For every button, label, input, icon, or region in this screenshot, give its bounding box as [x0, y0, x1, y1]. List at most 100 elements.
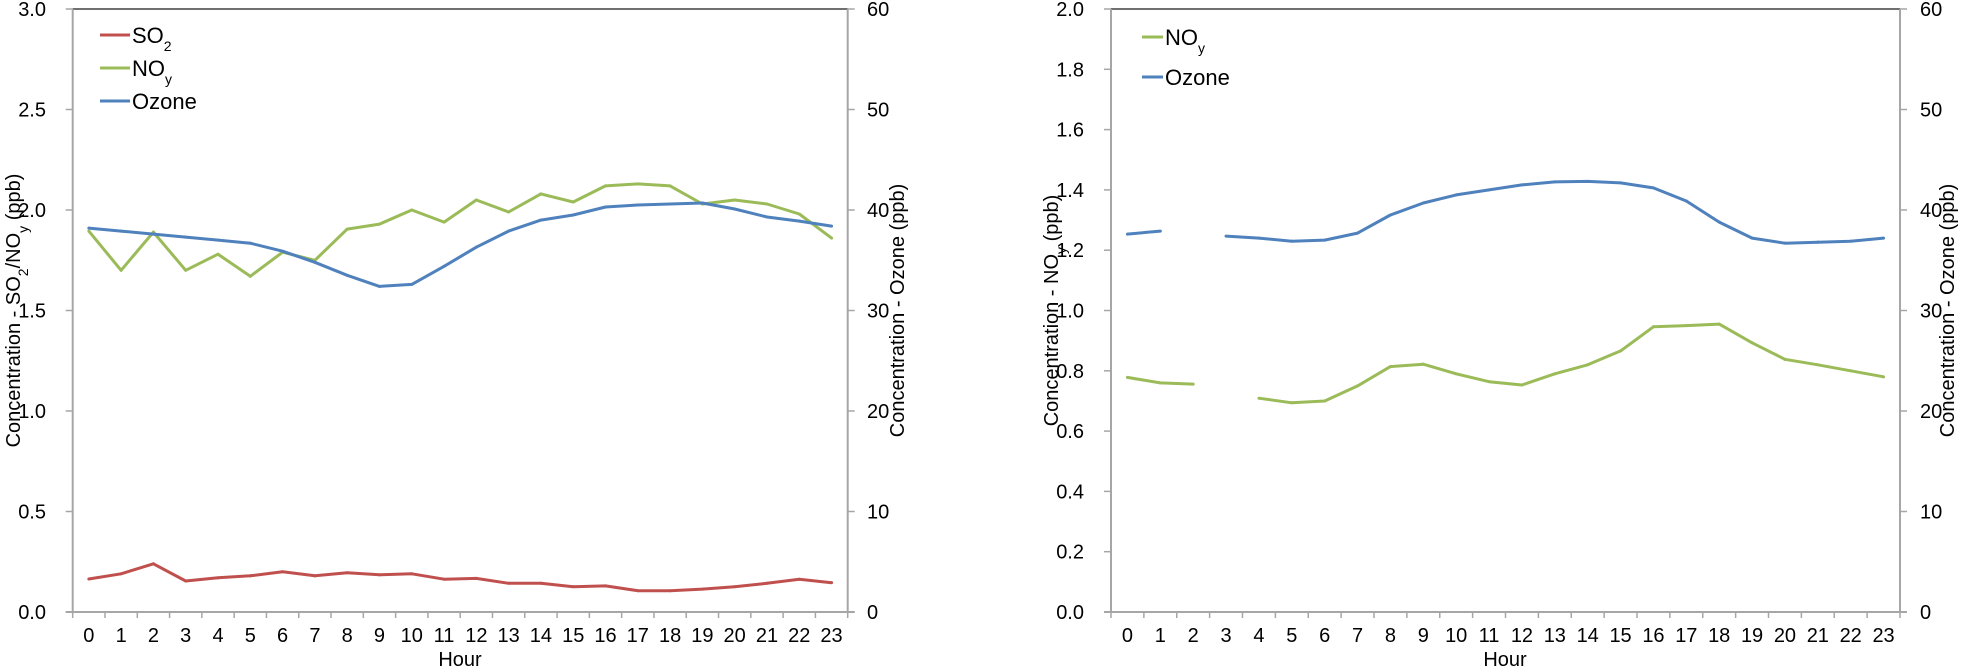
data-point-so2: [571, 585, 575, 589]
data-point-noy: [1388, 365, 1392, 369]
data-point-ozone: [507, 229, 511, 233]
x-tick-label: 12: [465, 625, 487, 647]
data-point-so2: [765, 581, 769, 585]
data-point-ozone: [248, 241, 252, 245]
x-tick-label: 15: [1609, 625, 1631, 647]
y-tick-label-left: 0.0: [18, 602, 46, 624]
x-tick-label: 8: [342, 625, 353, 647]
data-point-noy: [1158, 381, 1162, 385]
data-point-noy: [87, 229, 91, 233]
data-point-so2: [313, 574, 317, 578]
x-axis-title: Hour: [438, 649, 482, 670]
x-tick-label: 17: [1675, 625, 1697, 647]
y-axis-title-left: Concentration - SO2/NOy (ppb): [3, 174, 31, 448]
x-tick-label: 3: [180, 625, 191, 647]
x-tick-label: 21: [1807, 625, 1829, 647]
data-point-noy: [636, 182, 640, 186]
data-point-ozone: [1849, 239, 1853, 243]
data-point-ozone: [1882, 236, 1886, 240]
y-tick-label-right: 10: [1920, 502, 1942, 524]
x-tick-label: 10: [401, 625, 423, 647]
data-point-ozone: [377, 284, 381, 288]
legend-label-main: NO: [1165, 25, 1198, 50]
x-tick-label: 17: [627, 625, 649, 647]
data-point-ozone: [281, 249, 285, 253]
data-point-ozone: [1783, 241, 1787, 245]
data-point-noy: [345, 227, 349, 231]
x-tick-label: 6: [1319, 625, 1330, 647]
data-point-noy: [539, 192, 543, 196]
data-point-ozone: [442, 264, 446, 268]
data-point-ozone: [1717, 220, 1721, 224]
x-tick-label: 12: [1511, 625, 1533, 647]
x-tick-label: 18: [1708, 625, 1730, 647]
x-tick-label: 22: [1840, 625, 1862, 647]
y-title-part: Concentration - SO: [3, 276, 25, 447]
data-point-ozone: [1487, 188, 1491, 192]
data-point-ozone: [87, 226, 91, 230]
y-title-subscript: y: [15, 226, 31, 233]
y-axis-title-right: Concentration - Ozone (ppb): [1937, 184, 1959, 437]
data-point-noy: [1125, 375, 1129, 379]
data-point-so2: [184, 579, 188, 583]
x-tick-label: 13: [1544, 625, 1566, 647]
data-point-ozone: [668, 202, 672, 206]
data-point-noy: [1454, 372, 1458, 376]
data-point-ozone: [571, 213, 575, 217]
data-point-ozone: [1323, 238, 1327, 242]
x-tick-label: 2: [1188, 625, 1199, 647]
data-point-so2: [442, 577, 446, 581]
series-line-noy: [1258, 322, 1884, 405]
y-tick-label-left: 1.0: [18, 401, 46, 423]
y-tick-label-left: 1.2: [1056, 240, 1084, 262]
data-point-ozone: [765, 215, 769, 219]
legend-label-noy: NOy: [132, 56, 172, 87]
y-tick-label-right: 20: [1920, 401, 1942, 423]
x-tick-label: 7: [309, 625, 320, 647]
data-point-ozone: [410, 282, 414, 286]
data-point-noy: [1783, 357, 1787, 361]
y-axis-title-right: Concentration - Ozone (ppb): [887, 184, 909, 437]
data-point-noy: [797, 212, 801, 216]
data-point-noy: [668, 184, 672, 188]
data-point-so2: [507, 581, 511, 585]
legend-label-main: Ozone: [132, 89, 197, 114]
data-point-so2: [733, 585, 737, 589]
y-tick-label-left: 1.8: [1056, 59, 1084, 81]
y-tick-label-right: 20: [867, 401, 889, 423]
y-tick-label-left: 1.0: [1056, 301, 1084, 323]
series-line-so2: [88, 562, 832, 593]
x-tick-label: 10: [1445, 625, 1467, 647]
x-tick-label: 14: [530, 625, 552, 647]
data-point-so2: [281, 570, 285, 574]
data-point-noy: [1290, 401, 1294, 405]
y-tick-label-left: 0.2: [1056, 542, 1084, 564]
data-point-so2: [410, 572, 414, 576]
x-tick-label: 20: [1774, 625, 1796, 647]
y-tick-label-left: 2.0: [1056, 0, 1084, 21]
data-point-noy: [765, 202, 769, 206]
x-tick-label: 20: [724, 625, 746, 647]
x-tick-label: 21: [756, 625, 778, 647]
data-point-ozone: [1224, 234, 1228, 238]
data-point-ozone: [119, 229, 123, 233]
y-title-subscript: 2: [15, 268, 31, 276]
x-tick-label: 0: [1122, 625, 1133, 647]
series-line-ozone: [1226, 179, 1884, 245]
data-point-so2: [636, 589, 640, 593]
data-point-noy: [1651, 325, 1655, 329]
x-tick-label: 4: [1253, 625, 1264, 647]
data-point-ozone: [474, 245, 478, 249]
data-point-noy: [1323, 399, 1327, 403]
data-point-ozone: [1388, 213, 1392, 217]
data-point-so2: [474, 576, 478, 580]
data-point-ozone: [604, 205, 608, 209]
y-axis-title-left: Concentration - NOy (ppb): [1041, 195, 1069, 427]
y-title-part: Concentration - NO: [1041, 254, 1063, 426]
data-point-ozone: [345, 273, 349, 277]
chart-right: 0.00.20.40.60.81.01.21.41.61.82.00102030…: [1041, 0, 1959, 670]
data-point-noy: [119, 268, 123, 272]
data-point-noy: [1520, 383, 1524, 387]
x-tick-label: 4: [212, 625, 223, 647]
data-point-ozone: [733, 207, 737, 211]
